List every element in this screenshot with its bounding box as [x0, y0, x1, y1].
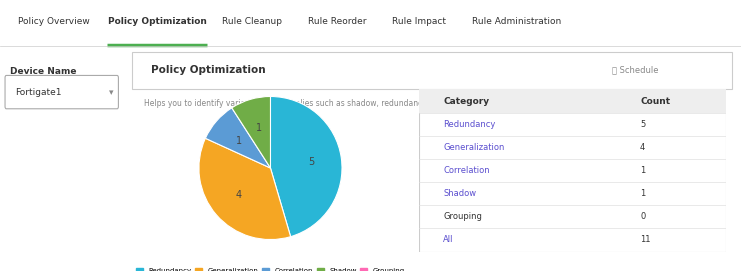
Text: Policy Optimization: Policy Optimization — [150, 65, 265, 75]
Text: Click here: Click here — [540, 99, 579, 108]
Text: Redundancy: Redundancy — [443, 120, 496, 129]
Wedge shape — [205, 108, 270, 168]
Text: 1: 1 — [640, 166, 645, 175]
Text: Generalization: Generalization — [443, 143, 505, 152]
Text: Rule Cleanup: Rule Cleanup — [222, 17, 282, 27]
Text: Category: Category — [443, 97, 489, 106]
Wedge shape — [199, 138, 290, 240]
Text: 5: 5 — [308, 157, 315, 167]
Text: 11: 11 — [640, 235, 651, 244]
Text: to know the classification details.: to know the classification details. — [579, 99, 709, 108]
FancyBboxPatch shape — [419, 89, 726, 252]
Text: Helps you to identify various rule anomalies such as shadow, redundancy, general: Helps you to identify various rule anoma… — [144, 99, 592, 108]
Text: Rule Administration: Rule Administration — [472, 17, 562, 27]
Text: All: All — [443, 235, 453, 244]
Text: Policy Overview: Policy Overview — [18, 17, 90, 27]
Text: 1: 1 — [640, 189, 645, 198]
Text: Device Name: Device Name — [10, 67, 76, 76]
Text: 4: 4 — [236, 190, 242, 200]
Text: ▾: ▾ — [109, 88, 113, 97]
Text: Policy Optimization: Policy Optimization — [108, 17, 207, 27]
Text: Count: Count — [640, 97, 670, 106]
Text: Grouping: Grouping — [443, 212, 482, 221]
Text: 0: 0 — [640, 212, 645, 221]
Wedge shape — [270, 96, 342, 237]
FancyBboxPatch shape — [5, 75, 119, 109]
Legend: Redundancy, Generalization, Correlation, Shadow, Grouping: Redundancy, Generalization, Correlation,… — [133, 266, 408, 271]
Text: 4: 4 — [640, 143, 645, 152]
Text: 5: 5 — [640, 120, 645, 129]
Text: Rule Impact: Rule Impact — [392, 17, 445, 27]
FancyBboxPatch shape — [132, 52, 732, 89]
Text: 1: 1 — [236, 136, 242, 146]
Wedge shape — [232, 96, 270, 168]
Text: ⦵ Schedule: ⦵ Schedule — [612, 65, 658, 75]
Text: 1: 1 — [256, 123, 262, 133]
Text: Rule Reorder: Rule Reorder — [308, 17, 366, 27]
FancyBboxPatch shape — [419, 89, 726, 113]
Text: Shadow: Shadow — [443, 189, 476, 198]
Text: Fortigate1: Fortigate1 — [15, 88, 62, 97]
Text: Correlation: Correlation — [443, 166, 490, 175]
